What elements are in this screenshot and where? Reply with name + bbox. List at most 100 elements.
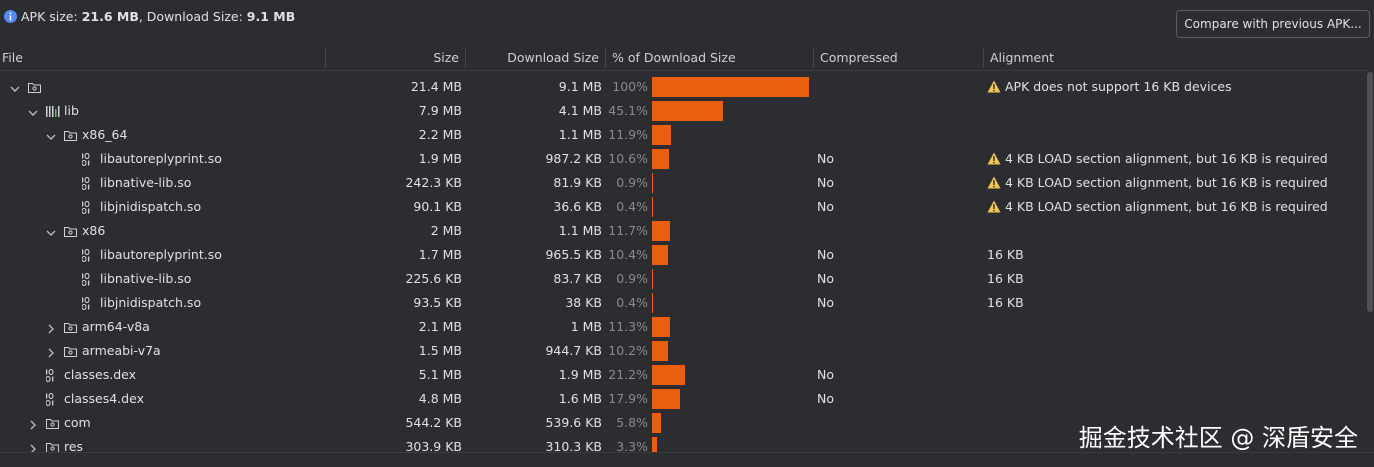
compressed: No [817,199,834,214]
expand-toggle[interactable] [46,226,56,236]
file-name: libjnidispatch.so [100,295,202,310]
alignment-text: 16 KB [987,247,1024,262]
size: 242.3 KB [405,175,462,190]
folder-icon [64,321,77,334]
column-header[interactable]: Download Size [507,50,599,65]
column-separator [325,48,326,68]
file-icon [81,296,94,311]
expand-toggle [30,444,36,452]
size: 4.8 MB [418,391,462,406]
expand-toggle[interactable] [46,346,56,358]
folder-icon [46,443,59,452]
download-size-bar [652,221,671,241]
compare-button[interactable]: Compare with previous APK... [1176,10,1370,38]
file-name: res [64,439,84,452]
download-size-bar [652,197,653,217]
expand-toggle[interactable] [28,418,38,430]
column-header[interactable]: % of Download Size [612,50,736,65]
size: 225.6 KB [405,271,462,286]
alignment: 4 KB LOAD section alignment, but 16 KB i… [987,171,1328,195]
percent-label: 11.3% [608,319,648,334]
download-size: 539.6 KB [545,415,602,430]
download-size: 4.1 MB [558,103,602,118]
download-size: 987.2 KB [545,151,602,166]
download-size-bar [652,365,686,385]
download-size: 81.9 KB [553,175,602,190]
expand-toggle[interactable] [10,82,20,92]
binary-file-icon [81,248,90,263]
percent-label: 17.9% [608,391,648,406]
compressed: No [817,295,834,310]
column-separator [605,48,606,68]
expand-toggle [48,348,54,358]
download-size: 9.1 MB [558,79,602,94]
binary-file-icon [81,152,90,167]
file-name: lib [64,103,79,118]
column-header[interactable]: Alignment [990,50,1055,65]
file-name: libnative-lib.so [100,271,192,286]
column-header[interactable]: File [2,50,23,65]
alignment: 16 KB [987,267,1024,291]
vertical-scrollbar[interactable] [1367,72,1373,312]
info-icon [4,10,17,23]
size: 1.9 MB [418,151,462,166]
size: 7.9 MB [418,103,462,118]
download-size: 965.5 KB [545,247,602,262]
download-size-bar [652,149,669,169]
binary-file-icon [45,392,54,407]
compressed: No [817,151,834,166]
size: 2.2 MB [418,127,462,142]
compressed: No [817,367,834,382]
folder-icon [64,347,77,357]
file-name: classes.dex [64,367,137,382]
percent-label: 10.4% [608,247,648,262]
header-row [0,46,1368,71]
column-separator [813,48,814,68]
expand-toggle[interactable] [28,442,38,452]
folder-icon [64,345,77,358]
expand-toggle [46,230,56,236]
download-size: 1.6 MB [558,391,602,406]
size: 544.2 KB [405,415,462,430]
download-size: 310.3 KB [545,439,602,452]
percent-label: 0.4% [616,295,648,310]
warning-icon [987,200,1001,213]
download-size-bar [652,437,658,452]
download-size-bar [652,173,654,193]
alignment: 4 KB LOAD section alignment, but 16 KB i… [987,147,1328,171]
download-size-bar [652,77,809,97]
folder-icon [64,129,77,142]
file-name: libautoreplyprint.so [100,151,222,166]
download-size: 38 KB [565,295,602,310]
file-icon [81,248,94,263]
binary-file-icon [45,368,54,383]
file-name: libautoreplyprint.so [100,247,222,262]
file-icon [45,392,58,407]
expand-toggle[interactable] [46,322,56,334]
download-size: 1.1 MB [558,127,602,142]
expand-toggle [28,110,38,116]
column-header[interactable]: Size [433,50,459,65]
download-size: 9.1 MB [246,9,296,24]
percent-label: 10.2% [608,343,648,358]
download-size-bar [652,269,654,289]
percent-label: 100% [612,79,648,94]
folder-icon [46,419,59,429]
expand-toggle[interactable] [28,106,38,116]
warning-icon [987,176,1001,189]
percent-label: 0.9% [616,271,648,286]
download-size-bar [652,125,671,145]
size: 93.5 KB [413,295,462,310]
percent-label: 45.1% [608,103,648,118]
alignment-text: 16 KB [987,295,1024,310]
download-size: 1.1 MB [558,223,602,238]
download-size-bar [652,413,662,433]
column-header[interactable]: Compressed [820,50,898,65]
folder-icon [46,441,59,452]
download-size: 83.7 KB [553,271,602,286]
column-separator [465,48,466,68]
expand-toggle[interactable] [46,130,56,140]
percent-label: 0.4% [616,199,648,214]
compressed: No [817,247,834,262]
